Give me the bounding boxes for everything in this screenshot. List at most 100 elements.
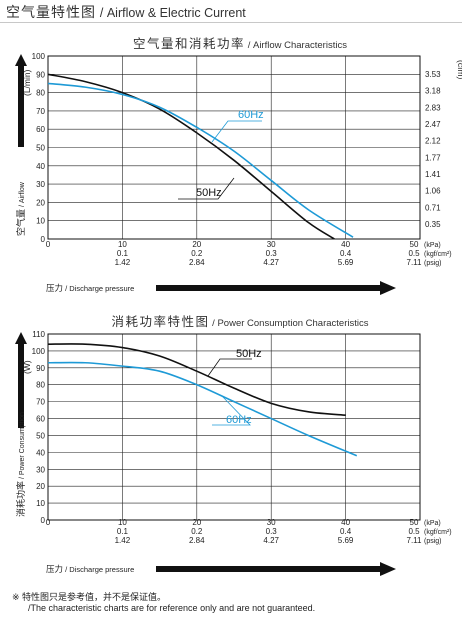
- chart1-right-tick-label: 3.53: [425, 70, 441, 79]
- chart1-y-tick-label: 90: [36, 70, 45, 79]
- chart2-y-tick-label: 0: [41, 516, 46, 525]
- chart1-y-tick-label: 30: [36, 180, 45, 189]
- chart1-x-unit: (kgf/cm²): [424, 251, 452, 258]
- chart2-leader-50hz: [207, 358, 252, 377]
- chart2-series-label-60hz: 60Hz: [226, 414, 252, 426]
- chart2-x-tick-psig: 1.42: [115, 536, 131, 545]
- chart1-x-tick-psig: 2.84: [189, 258, 205, 267]
- chart2-x-tick-psig: 5.69: [338, 536, 354, 545]
- chart1-y-tick-label: 70: [36, 107, 45, 116]
- chart2-x-tick-kpa: 40: [341, 518, 350, 527]
- title-divider: [0, 22, 462, 23]
- chart1-series-label-60hz: 60Hz: [238, 109, 264, 121]
- note-cn: ※ 特性图只是参考值，并不是保证值。: [12, 592, 167, 602]
- chart2-title: 消耗功率特性图 / Power Consumption Characterist…: [112, 314, 369, 329]
- chart1-y-tick-label: 80: [36, 89, 45, 98]
- chart2-y-tick-label: 70: [36, 398, 45, 407]
- chart2-y-axis-label: 消耗功率 / Power Consumption: [15, 412, 27, 517]
- chart1-y-tick-label: 60: [36, 125, 45, 134]
- chart1-x-tick-kgf: 0.5: [408, 249, 420, 258]
- chart1-y-tick-label: 10: [36, 217, 45, 226]
- chart1-right-tick-label: 2.47: [425, 120, 441, 129]
- chart1-x-tick-psig: 1.42: [115, 258, 131, 267]
- chart1-right-tick-label: 1.77: [425, 153, 441, 162]
- chart1-y-axis-arrow-shaft: [18, 64, 24, 147]
- chart2-x-tick-psig: 2.84: [189, 536, 205, 545]
- chart2-x-tick-kpa: 20: [192, 518, 201, 527]
- chart1-x-tick-psig: 5.69: [338, 258, 354, 267]
- chart2-x-tick-kpa: 30: [267, 518, 276, 527]
- chart1-y-axis-arrow-head: [15, 54, 27, 66]
- chart1-right-tick-label: 2.83: [425, 103, 441, 112]
- chart1-leader-50hz: [178, 177, 235, 200]
- chart1-right-tick-label: 0.35: [425, 220, 441, 229]
- chart2-y-tick-label: 100: [32, 347, 46, 356]
- chart1-plot-frame: [47, 55, 421, 240]
- chart1-x-tick-kpa: 0: [46, 240, 51, 249]
- chart1-y-tick-label: 50: [36, 144, 45, 153]
- chart2-y-tick-label: 50: [36, 431, 45, 440]
- chart2-y-tick-label: 20: [36, 482, 45, 491]
- chart2-y-tick-label: 60: [36, 415, 45, 424]
- chart2-x-tick-kgf: 0.3: [266, 527, 278, 536]
- chart2-y-axis-arrow-head: [15, 332, 27, 344]
- page-title-en: / Airflow & Electric Current: [99, 6, 246, 20]
- chart1-right-tick-label: 1.41: [425, 170, 441, 179]
- chart1-series-label-50hz: 50Hz: [196, 187, 222, 199]
- chart1-y-axis-label: 空气量 / Airflow: [15, 181, 27, 236]
- chart1-right-axis-unit: (cfm): [456, 60, 462, 80]
- chart2-x-axis-arrow-shaft: [156, 566, 382, 572]
- chart1-series-line-60hz: [47, 82, 354, 238]
- chart2-y-axis-arrow-shaft: [18, 342, 24, 428]
- chart1-x-tick-kpa: 20: [192, 240, 201, 249]
- chart2-x-tick-kgf: 0.4: [340, 527, 352, 536]
- chart1-title: 空气量和消耗功率 / Airflow Characteristics: [133, 36, 347, 51]
- chart2-leader-60hz: [212, 395, 251, 426]
- chart1-y-tick-label: 0: [41, 235, 46, 244]
- chart1-x-axis-arrow-shaft: [156, 285, 382, 291]
- chart2-series-line-50hz: [47, 343, 346, 416]
- chart2-x-axis-arrow-head: [380, 562, 396, 576]
- chart2-y-unit: (W): [22, 360, 32, 374]
- chart2-x-unit: (psig): [424, 538, 442, 545]
- chart1-x-tick-psig: 7.11: [407, 258, 423, 267]
- page-title-cn: 空气量特性图: [6, 5, 96, 21]
- chart2-x-tick-kgf: 0.2: [191, 527, 203, 536]
- chart2-series-line-60hz: [47, 361, 358, 457]
- chart1-y-tick-label: 40: [36, 162, 45, 171]
- chart1-x-axis-arrow-head: [380, 281, 396, 295]
- chart1-x-tick-kgf: 0.2: [191, 249, 203, 258]
- chart1-x-tick-kpa: 30: [267, 240, 276, 249]
- chart2-x-tick-psig: 7.11: [407, 536, 423, 545]
- chart1-right-tick-label: 0.71: [425, 203, 441, 212]
- chart2-x-tick-kpa: 10: [118, 518, 127, 527]
- chart1-x-tick-psig: 4.27: [263, 258, 279, 267]
- chart2-y-tick-label: 90: [36, 364, 45, 373]
- chart1-right-tick-label: 3.18: [425, 87, 441, 96]
- chart1-y-tick-label: 20: [36, 198, 45, 207]
- chart1-x-tick-kpa: 50: [410, 240, 419, 249]
- chart1-series-line-50hz: [47, 73, 335, 240]
- chart1-x-axis-label: 压力 / Discharge pressure: [46, 283, 134, 294]
- chart1-leader-60hz: [211, 120, 262, 143]
- chart1-x-tick-kgf: 0.4: [340, 249, 352, 258]
- chart1-x-tick-kpa: 40: [341, 240, 350, 249]
- chart1-x-unit: (kPa): [424, 242, 441, 249]
- chart2-series-label-50hz: 50Hz: [236, 348, 262, 360]
- chart1-right-tick-label: 1.06: [425, 187, 441, 196]
- chart2-x-axis-label: 压力 / Discharge pressure: [46, 564, 134, 575]
- chart2-y-tick-label: 110: [32, 330, 45, 339]
- chart2-x-tick-kgf: 0.1: [117, 527, 129, 536]
- chart2-x-tick-kpa: 50: [410, 518, 419, 527]
- chart1-y-tick-label: 100: [32, 52, 46, 61]
- chart2-x-tick-psig: 4.27: [263, 536, 279, 545]
- chart1-y-unit: (L/min): [22, 69, 32, 96]
- page-title: 空气量特性图 / Airflow & Electric Current: [6, 2, 246, 22]
- chart2-x-unit: (kPa): [424, 520, 441, 527]
- note-en: /The characteristic charts are for refer…: [28, 603, 316, 613]
- chart1-right-tick-label: 2.12: [425, 137, 441, 146]
- chart2-plot-frame: [47, 333, 421, 521]
- chart2-y-tick-label: 40: [36, 448, 45, 457]
- chart1-x-unit: (psig): [424, 260, 442, 267]
